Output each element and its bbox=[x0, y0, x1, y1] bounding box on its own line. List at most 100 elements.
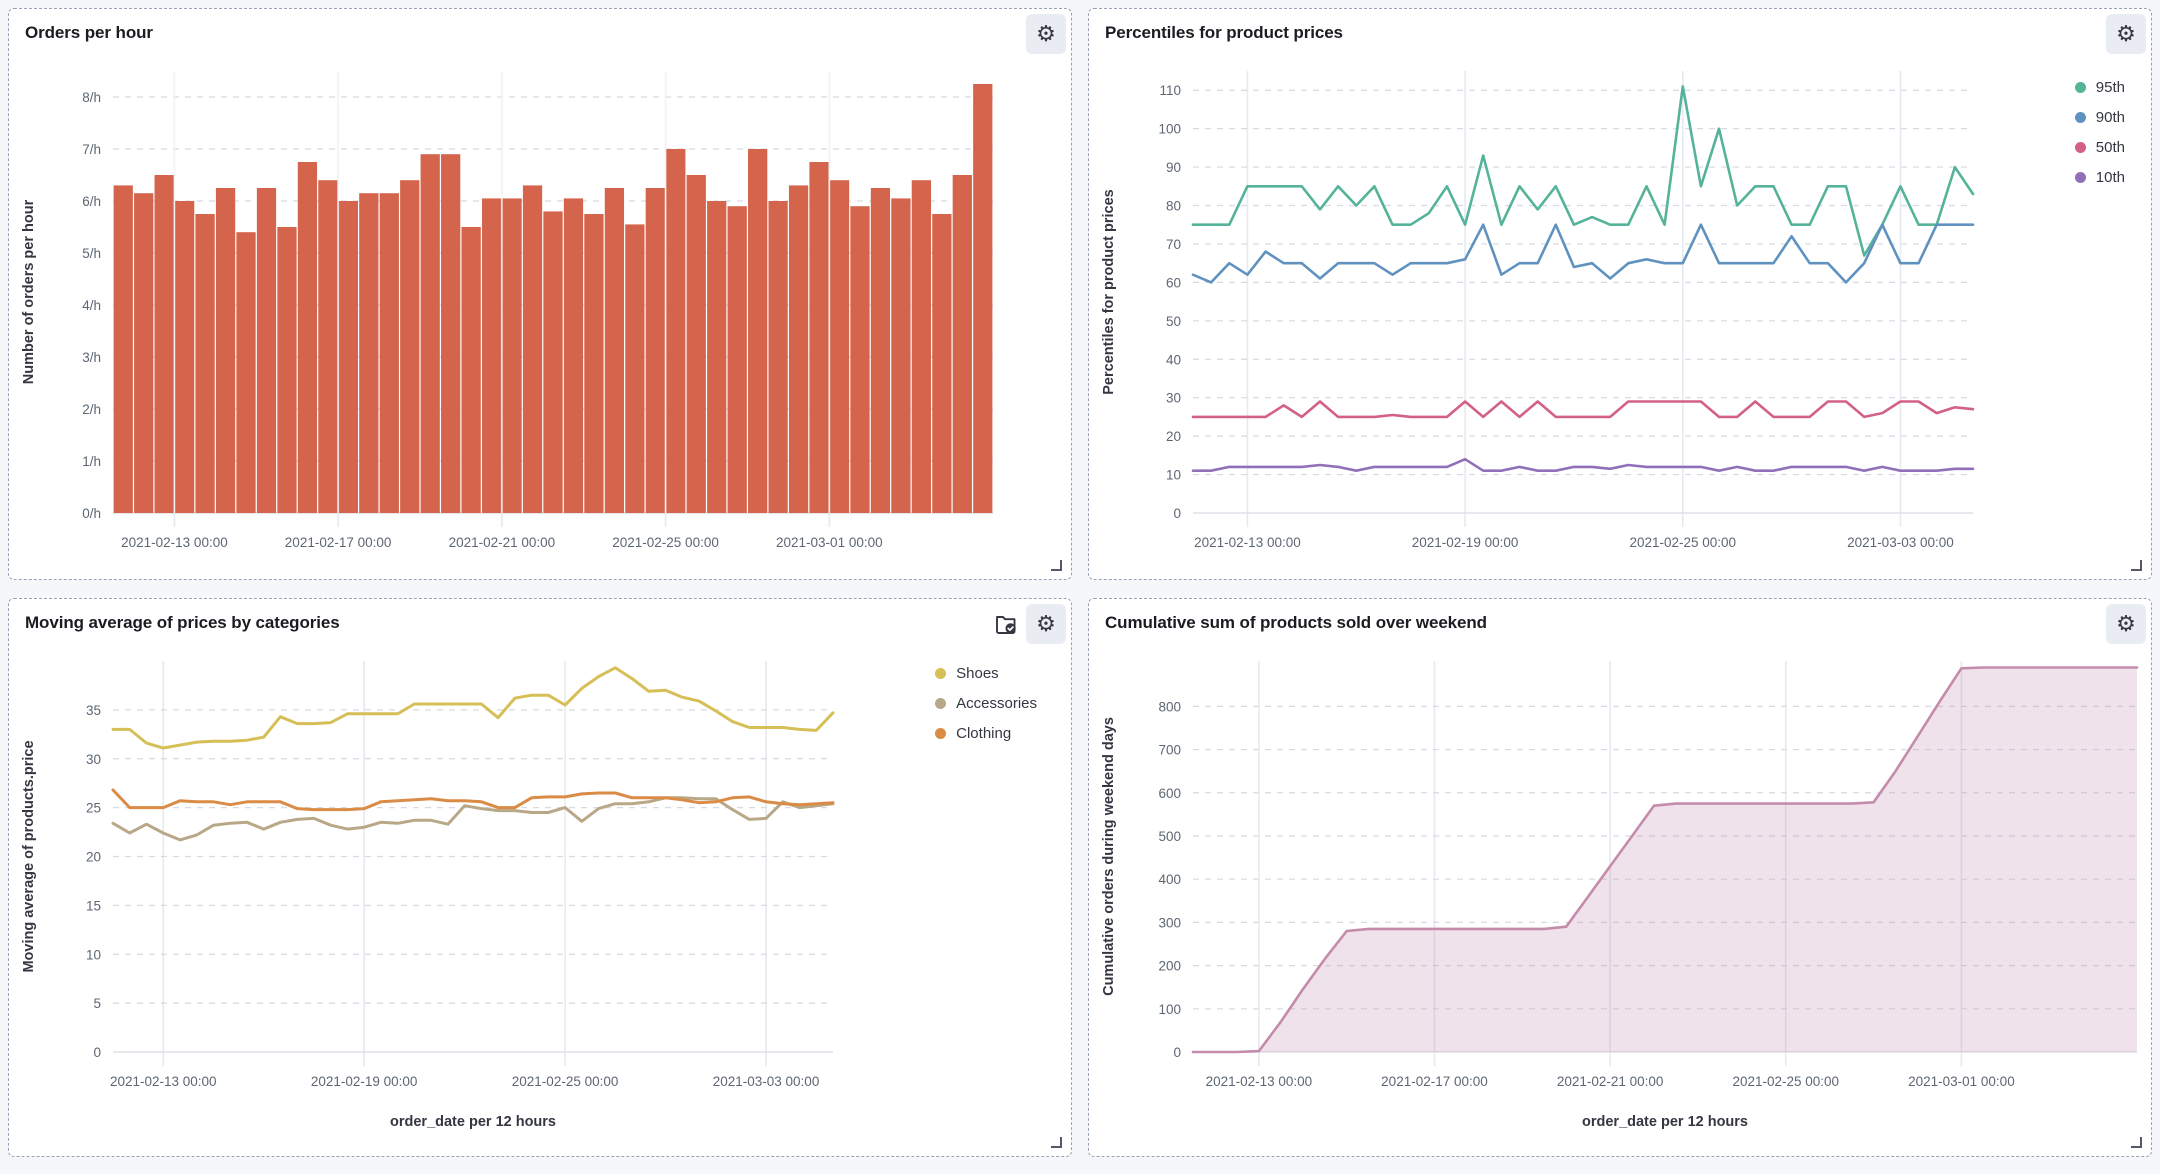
legend-item-95th[interactable]: 95th bbox=[2074, 79, 2125, 96]
resize-handle[interactable] bbox=[1051, 560, 1062, 571]
panel-orders-per-hour[interactable]: Orders per hour ⚙ 0/h 1/h 2/h 3/h 4/h 5/h 6/h 7… bbox=[8, 8, 1072, 580]
y-tick-label: 70 bbox=[1166, 237, 1181, 252]
bar[interactable] bbox=[236, 232, 256, 513]
series-line-Clothing[interactable] bbox=[111, 788, 835, 812]
panel-cumulative-sum[interactable]: Cumulative sum of products sold over wee… bbox=[1088, 598, 2152, 1157]
bar[interactable] bbox=[686, 175, 706, 513]
chart-legend: 95th 90th 50th 10th bbox=[2074, 79, 2125, 186]
panel-settings-button[interactable]: ⚙ bbox=[2106, 14, 2146, 54]
panel-settings-button[interactable]: ⚙ bbox=[1026, 604, 1066, 644]
library-button[interactable] bbox=[986, 604, 1026, 644]
series-line-90th[interactable] bbox=[1191, 223, 1975, 284]
legend-dot bbox=[2074, 142, 2086, 153]
bar[interactable] bbox=[788, 185, 809, 513]
y-axis-title: Cumulative orders during weekend days bbox=[1101, 717, 1117, 996]
bar[interactable] bbox=[154, 175, 174, 513]
bar[interactable] bbox=[543, 211, 563, 513]
bar[interactable] bbox=[441, 154, 461, 513]
panel-title: Percentiles for product prices bbox=[1105, 23, 1343, 42]
resize-handle[interactable] bbox=[2131, 560, 2142, 571]
bar[interactable] bbox=[400, 180, 420, 513]
bar[interactable] bbox=[379, 193, 399, 513]
bar[interactable] bbox=[174, 201, 195, 513]
gear-icon: ⚙ bbox=[1036, 611, 1056, 636]
panel-percentiles[interactable]: Percentiles for product prices ⚙ 0 10 20 30… bbox=[1088, 8, 2152, 580]
bar[interactable] bbox=[666, 149, 686, 513]
bar[interactable] bbox=[113, 185, 133, 513]
bar[interactable] bbox=[481, 198, 502, 513]
x-tick-label: 2021-02-13 00:00 bbox=[110, 1074, 217, 1089]
chart-svg: 0/h 1/h 2/h 3/h 4/h 5/h 6/h 7/h 8/h 2021-02-13 00… bbox=[21, 71, 993, 550]
panel-settings-button[interactable]: ⚙ bbox=[1026, 14, 1066, 54]
bar[interactable] bbox=[911, 180, 932, 513]
series-line-95th[interactable] bbox=[1191, 85, 1975, 257]
bar[interactable] bbox=[625, 224, 645, 513]
y-tick-label: 700 bbox=[1158, 743, 1181, 758]
bar[interactable] bbox=[502, 198, 522, 513]
bar[interactable] bbox=[870, 188, 891, 513]
series-line-Shoes[interactable] bbox=[111, 666, 835, 750]
series-line-10th[interactable] bbox=[1191, 457, 1975, 473]
bar[interactable] bbox=[215, 188, 236, 513]
legend-item-Accessories[interactable]: Accessories bbox=[935, 695, 1037, 712]
panel-settings-button[interactable]: ⚙ bbox=[2106, 604, 2146, 644]
x-tick-label: 2021-02-21 00:00 bbox=[1557, 1074, 1664, 1089]
gear-icon: ⚙ bbox=[2116, 611, 2136, 636]
x-tick-label: 2021-02-17 00:00 bbox=[1381, 1074, 1488, 1089]
bar[interactable] bbox=[195, 214, 215, 513]
bar[interactable] bbox=[297, 162, 318, 513]
bar[interactable] bbox=[256, 188, 277, 513]
bar[interactable] bbox=[584, 214, 604, 513]
legend-item-90th[interactable]: 90th bbox=[2074, 109, 2125, 126]
chart-svg: 0 10 20 30 40 50 60 70 80 90 100 110 2021-02-13 00:0… bbox=[1101, 71, 1975, 550]
legend-label: 10th bbox=[2095, 169, 2125, 186]
bar[interactable] bbox=[952, 175, 972, 513]
bar[interactable] bbox=[727, 206, 747, 513]
legend-item-10th[interactable]: 10th bbox=[2074, 169, 2125, 186]
legend-item-Shoes[interactable]: Shoes bbox=[935, 665, 1037, 682]
bar[interactable] bbox=[891, 198, 911, 513]
y-tick-label: 60 bbox=[1166, 275, 1181, 290]
y-tick-label: 30 bbox=[1166, 391, 1181, 406]
bar[interactable] bbox=[461, 227, 481, 513]
y-tick-label: 15 bbox=[86, 898, 101, 913]
bar[interactable] bbox=[645, 188, 665, 513]
series-line-Accessories[interactable] bbox=[111, 796, 835, 842]
resize-handle[interactable] bbox=[1051, 1137, 1062, 1148]
bar[interactable] bbox=[850, 206, 870, 513]
bar[interactable] bbox=[707, 201, 727, 513]
legend-dot bbox=[935, 698, 947, 709]
bar[interactable] bbox=[604, 188, 625, 513]
bar[interactable] bbox=[932, 214, 952, 513]
x-axis-title: order_date per 12 hours bbox=[390, 1114, 556, 1130]
legend-label: Accessories bbox=[956, 695, 1037, 712]
legend-item-Clothing[interactable]: Clothing bbox=[935, 725, 1037, 742]
x-tick-label: 2021-02-13 00:00 bbox=[1194, 535, 1301, 550]
resize-handle[interactable] bbox=[2131, 1137, 2142, 1148]
panel-header: Percentiles for product prices bbox=[1089, 9, 2151, 53]
bar[interactable] bbox=[748, 149, 768, 513]
bar[interactable] bbox=[134, 193, 154, 513]
bar[interactable] bbox=[809, 162, 829, 513]
y-tick-label: 0 bbox=[1173, 506, 1181, 521]
bar[interactable] bbox=[973, 84, 993, 513]
y-tick-label: 5 bbox=[93, 996, 101, 1011]
panel-moving-average[interactable]: Moving average of prices by categories ⚙… bbox=[8, 598, 1072, 1157]
bar[interactable] bbox=[420, 154, 440, 513]
legend-dot bbox=[935, 668, 947, 679]
bar[interactable] bbox=[359, 193, 379, 513]
bar[interactable] bbox=[318, 180, 338, 513]
bar[interactable] bbox=[829, 180, 850, 513]
bar[interactable] bbox=[522, 185, 543, 513]
series-line-Cumulative orders[interactable] bbox=[1191, 666, 2139, 1054]
x-tick-label: 2021-02-19 00:00 bbox=[1412, 535, 1519, 550]
y-axis-title: Percentiles for product prices bbox=[1101, 189, 1117, 394]
series-line-50th[interactable] bbox=[1191, 400, 1975, 419]
bar[interactable] bbox=[338, 201, 358, 513]
bar[interactable] bbox=[768, 201, 788, 513]
bar[interactable] bbox=[563, 198, 584, 513]
y-tick-label: 20 bbox=[1166, 429, 1181, 444]
legend-item-50th[interactable]: 50th bbox=[2074, 139, 2125, 156]
y-tick-label: 2/h bbox=[82, 402, 101, 417]
bar[interactable] bbox=[277, 227, 297, 513]
